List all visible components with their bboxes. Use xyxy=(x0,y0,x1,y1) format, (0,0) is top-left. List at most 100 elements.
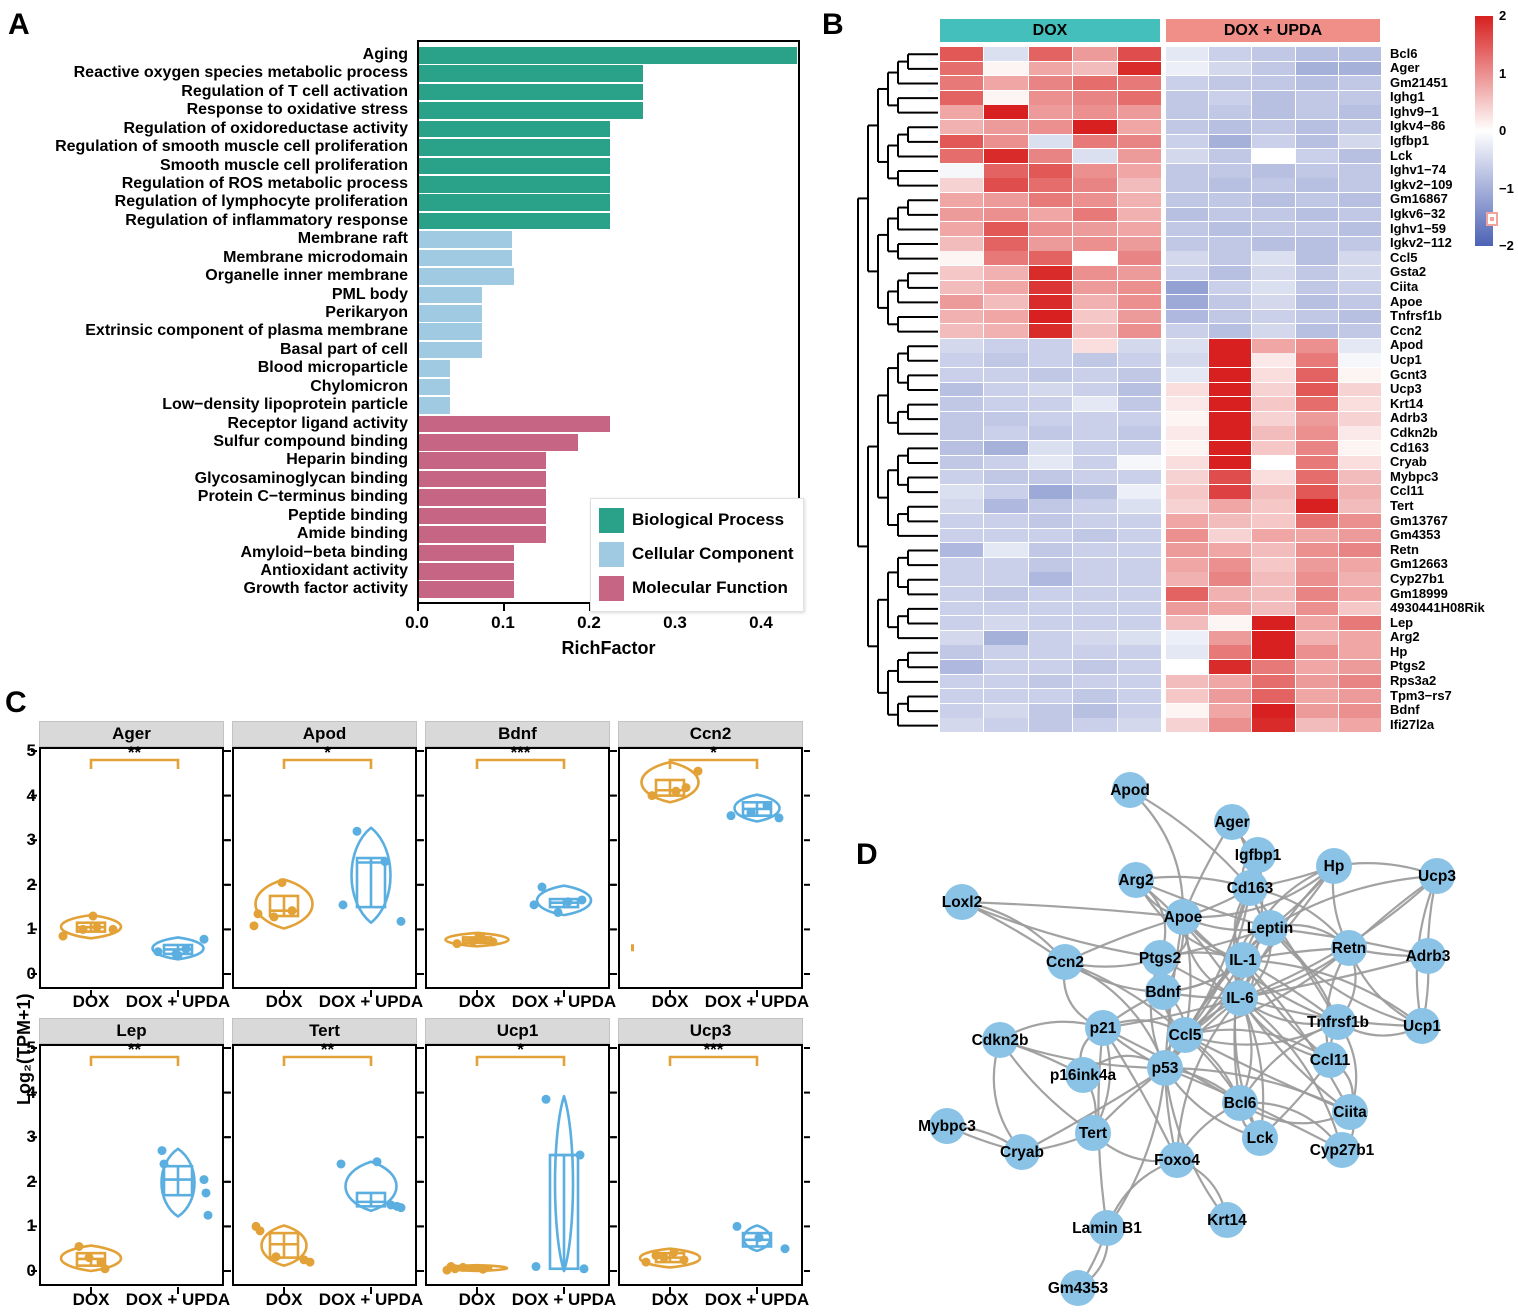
heatmap-cell xyxy=(1338,528,1381,543)
heatmap-cell xyxy=(940,557,984,572)
heatmap-cell xyxy=(1028,703,1073,718)
heatmap-cell xyxy=(1117,543,1161,557)
data-point xyxy=(78,924,88,934)
heatmap-cell xyxy=(1073,324,1117,339)
violin-facet-ucp3: *** xyxy=(610,1040,810,1294)
heatmap-cell xyxy=(1028,280,1073,295)
bar xyxy=(419,563,514,580)
heatmap-cell xyxy=(940,441,984,455)
heatmap-cell xyxy=(1117,645,1161,660)
heatmap-cell xyxy=(1166,484,1209,499)
violin-outline xyxy=(535,884,593,917)
heatmap-cell xyxy=(1073,368,1117,382)
heatmap-cell xyxy=(1338,265,1381,280)
heatmap-cell xyxy=(984,338,1028,353)
heatmap-cell xyxy=(1028,163,1073,178)
heatmap-cell xyxy=(1117,309,1161,324)
heatmap-cell xyxy=(940,499,984,514)
heatmap-cell xyxy=(1209,572,1252,587)
heatmap-cell xyxy=(1295,134,1338,149)
heatmap-cell xyxy=(1209,616,1252,630)
heatmap-cell xyxy=(940,47,984,61)
network-edge xyxy=(961,900,1184,919)
heatmap-cell xyxy=(940,572,984,587)
legend-label: Biological Process xyxy=(632,510,785,529)
bar xyxy=(419,286,482,304)
significance-bracket xyxy=(282,758,373,769)
heatmap-cell xyxy=(1028,222,1073,236)
heatmap-cell xyxy=(1073,163,1117,178)
network-node-ucp1 xyxy=(1404,1008,1440,1044)
network-node-tert xyxy=(1075,1115,1111,1151)
heatmap-cell xyxy=(1338,659,1381,674)
colorbar-tick-label: −2 xyxy=(1499,238,1514,253)
data-point xyxy=(396,1203,406,1213)
heatmap-cell xyxy=(1166,47,1209,61)
heatmap-cell xyxy=(1252,47,1295,61)
heatmap-cell xyxy=(1209,192,1252,207)
heatmap-cell xyxy=(940,236,984,251)
heatmap-cell xyxy=(1073,222,1117,236)
network-node-label: Adrb3 xyxy=(1406,948,1451,965)
facet-plot-border xyxy=(232,1044,417,1286)
data-point xyxy=(732,1221,742,1231)
heatmap-cell xyxy=(1117,324,1161,339)
heatmap-cell xyxy=(940,353,984,368)
violin-outline xyxy=(260,1224,308,1267)
heatmap-cell xyxy=(1117,119,1161,134)
data-point xyxy=(199,1175,209,1185)
heatmap-cell xyxy=(1252,90,1295,105)
x-group-label: DOX + UPDA xyxy=(125,1290,231,1309)
bar-category-label: Response to oxidative stress xyxy=(186,101,408,119)
x-tick-label: 0.3 xyxy=(663,613,687,632)
data-point xyxy=(575,1150,585,1160)
heatmap-cell xyxy=(1166,514,1209,528)
bar-category-label: Perikaryon xyxy=(325,304,408,322)
network-node-lamin-b1 xyxy=(1089,1210,1125,1246)
heatmap-cell xyxy=(940,528,984,543)
heatmap-cell xyxy=(1338,455,1381,470)
heatmap-cell xyxy=(1295,382,1338,397)
data-point xyxy=(659,1253,669,1263)
heatmap-cell xyxy=(1028,309,1073,324)
network-node-label: Retn xyxy=(1332,940,1366,957)
heatmap-cell xyxy=(1166,499,1209,514)
heatmap-cell xyxy=(940,61,984,76)
heatmap-cell xyxy=(1166,718,1209,733)
heatmap-cell xyxy=(940,484,984,499)
colorbar-tick-label: 1 xyxy=(1499,65,1507,81)
heatmap-cell xyxy=(1073,601,1117,616)
network-node-loxl2 xyxy=(944,884,980,920)
bar xyxy=(419,434,579,451)
heatmap-cell xyxy=(1166,149,1209,163)
heatmap-cell xyxy=(1252,557,1295,572)
network-node-label: Ucp1 xyxy=(1403,1018,1441,1035)
network-edge xyxy=(1239,954,1429,1000)
heatmap-cell xyxy=(1295,119,1338,134)
heatmap-cell xyxy=(1209,397,1252,412)
data-point xyxy=(84,1253,94,1263)
heatmap-cell xyxy=(1338,630,1381,645)
violin-outline xyxy=(640,760,700,804)
heatmap-cell xyxy=(1295,630,1338,645)
heatmap-cell xyxy=(1295,616,1338,630)
heatmap-cell xyxy=(1117,616,1161,630)
heatmap-row-label: Ccl11 xyxy=(1390,483,1424,499)
heatmap-row-label: Ifi27l2a xyxy=(1390,716,1435,732)
x-group-label: DOX xyxy=(72,992,110,1011)
heatmap-cell xyxy=(984,134,1028,149)
heatmap-cell xyxy=(1295,324,1338,339)
heatmap-cell xyxy=(1166,528,1209,543)
network-node-label: Tnfrsf1b xyxy=(1307,1014,1369,1031)
heatmap-cell xyxy=(1166,163,1209,178)
heatmap-cell xyxy=(1117,368,1161,382)
network-node-il-1 xyxy=(1225,942,1261,978)
network-node-label: p16ink4a xyxy=(1050,1067,1117,1084)
bar-category-label: Protein C−terminus binding xyxy=(197,488,408,506)
heatmap-cell xyxy=(984,90,1028,105)
facet-title-lep: Lep xyxy=(39,1018,224,1044)
heatmap-cell xyxy=(1295,295,1338,309)
panel-c-label: C xyxy=(5,686,27,719)
network-node-label: Lck xyxy=(1247,1130,1274,1147)
heatmap-cell xyxy=(1209,368,1252,382)
